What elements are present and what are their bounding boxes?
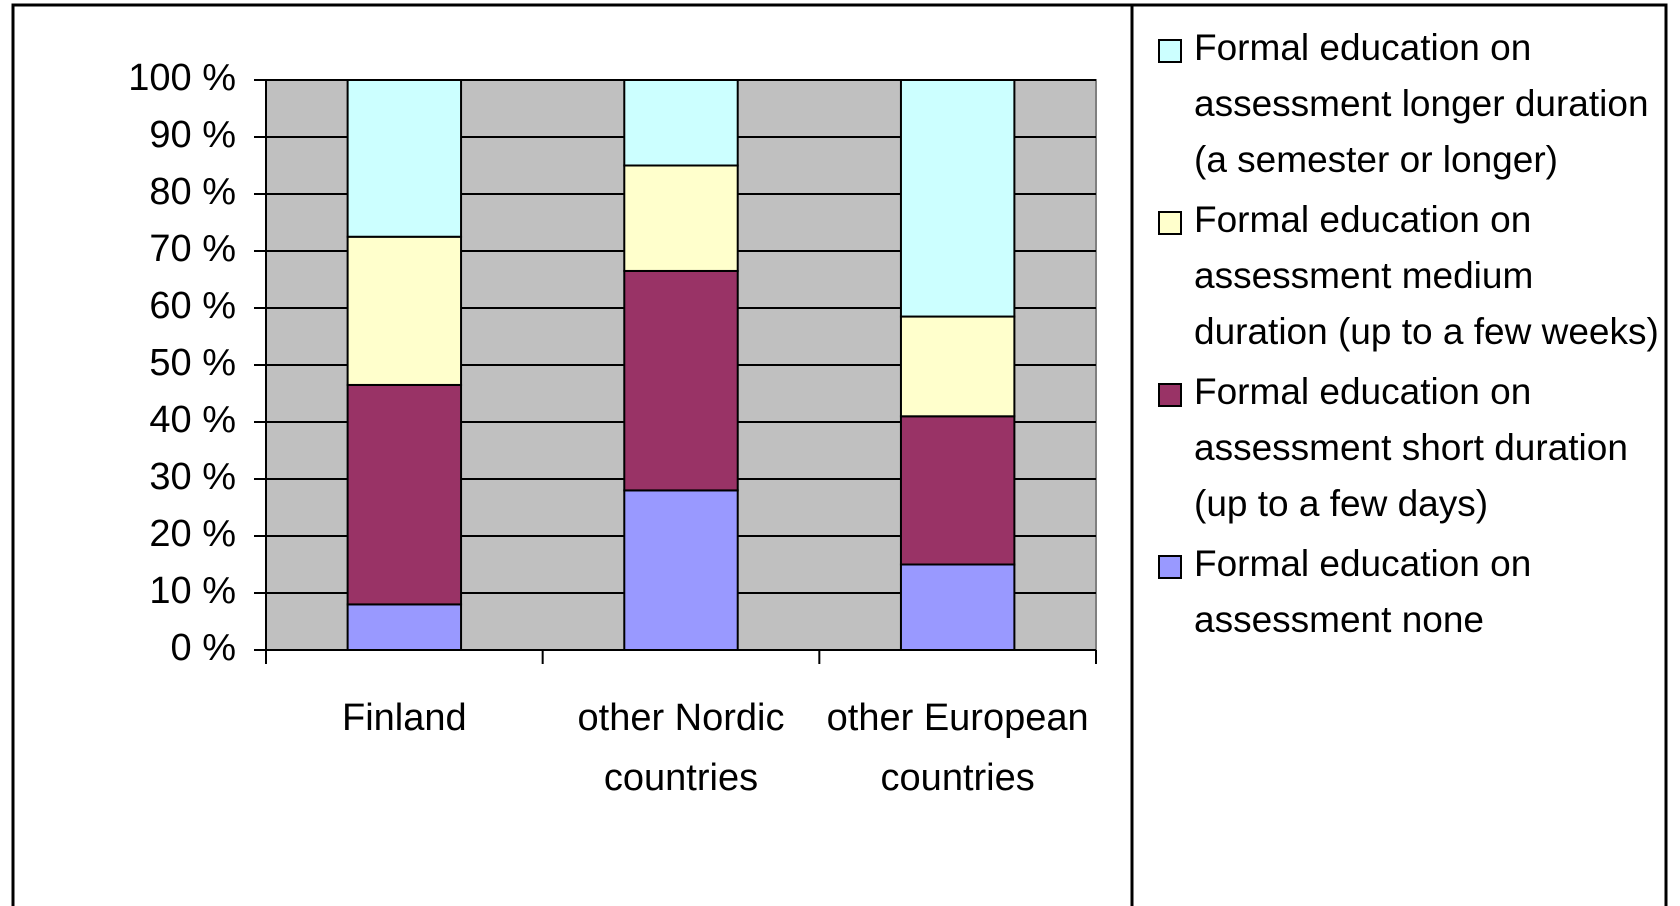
legend-swatch [1158,383,1182,407]
legend-item: Formal education on assessment medium du… [1150,192,1670,360]
bar-segment [623,269,739,492]
legend-swatch [1158,39,1182,63]
bar-segment [346,235,463,386]
bar-segment [623,164,739,272]
bar-segment [623,489,739,651]
bar-segment [346,383,463,606]
bar-segment [346,79,463,238]
y-tick-label: 60 % [149,285,236,327]
legend-label: Formal education on assessment none [1194,543,1532,640]
legend: Formal education on assessment longer du… [1150,20,1670,652]
y-tick-label: 100 % [128,57,236,99]
legend-item: Formal education on assessment longer du… [1150,20,1670,188]
chart-border [11,3,1668,906]
y-tick-label: 90 % [149,114,236,156]
y-tick-label: 70 % [149,228,236,270]
x-tick-label: other Nordic countries [577,697,785,799]
legend-item: Formal education on assessment short dur… [1150,364,1670,532]
legend-swatch [1158,555,1182,579]
bar-segment [899,563,1016,651]
legend-label: Formal education on assessment short dur… [1194,371,1628,524]
y-tick-label: 40 % [149,399,236,441]
legend-label: Formal education on assessment medium du… [1194,199,1659,352]
y-tick-label: 20 % [149,513,236,555]
bar-segment [899,79,1016,318]
bar-segment [623,79,739,167]
bar-segment [899,415,1016,566]
x-tick-label: other European countries [826,697,1089,799]
y-tick-label: 10 % [149,570,236,612]
y-tick-label: 0 % [171,627,236,669]
y-tick-label: 80 % [149,171,236,213]
y-tick-label: 50 % [149,342,236,384]
legend-swatch [1158,211,1182,235]
bar-segment [899,315,1016,418]
bar-segment [346,603,463,652]
legend-item: Formal education on assessment none [1150,536,1670,648]
legend-label: Formal education on assessment longer du… [1194,27,1649,180]
y-tick-label: 30 % [149,456,236,498]
x-tick-label: Finland [342,697,467,739]
